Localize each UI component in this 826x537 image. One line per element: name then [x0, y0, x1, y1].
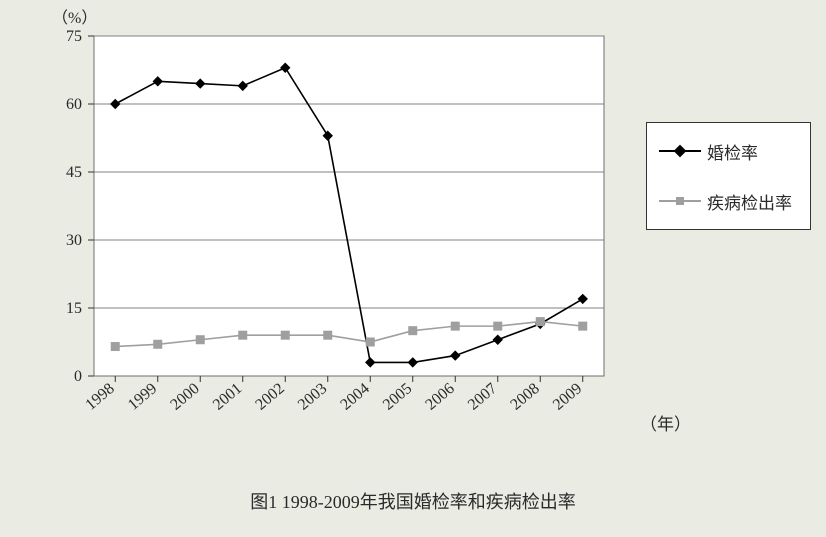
svg-text:2005: 2005	[380, 380, 415, 414]
svg-text:2008: 2008	[507, 380, 542, 414]
svg-text:45: 45	[66, 164, 82, 181]
svg-text:2004: 2004	[337, 380, 372, 414]
svg-text:1998: 1998	[82, 380, 117, 414]
svg-text:1999: 1999	[125, 380, 160, 414]
legend-label: 婚检率	[707, 139, 758, 164]
svg-text:15: 15	[66, 300, 82, 317]
legend: 婚检率疾病检出率	[646, 122, 811, 230]
x-axis-unit: （年）	[640, 410, 691, 435]
svg-text:2006: 2006	[422, 380, 457, 414]
line-chart: 0153045607519981999200020012002200320042…	[0, 0, 826, 480]
svg-text:2003: 2003	[295, 380, 330, 414]
legend-item: 婚检率	[659, 137, 792, 165]
svg-text:2000: 2000	[167, 380, 202, 414]
svg-text:2009: 2009	[550, 380, 585, 414]
legend-item: 疾病检出率	[659, 187, 792, 215]
svg-text:75: 75	[66, 28, 82, 45]
svg-text:0: 0	[74, 368, 82, 385]
figure-caption: 图1 1998-2009年我国婚检率和疾病检出率	[0, 488, 826, 514]
svg-text:30: 30	[66, 232, 82, 249]
svg-text:2001: 2001	[210, 380, 245, 414]
svg-text:2007: 2007	[465, 380, 500, 414]
legend-label: 疾病检出率	[707, 189, 792, 214]
svg-text:2002: 2002	[252, 380, 287, 414]
svg-text:60: 60	[66, 96, 82, 113]
chart-figure: （%） 015304560751998199920002001200220032…	[0, 0, 826, 537]
